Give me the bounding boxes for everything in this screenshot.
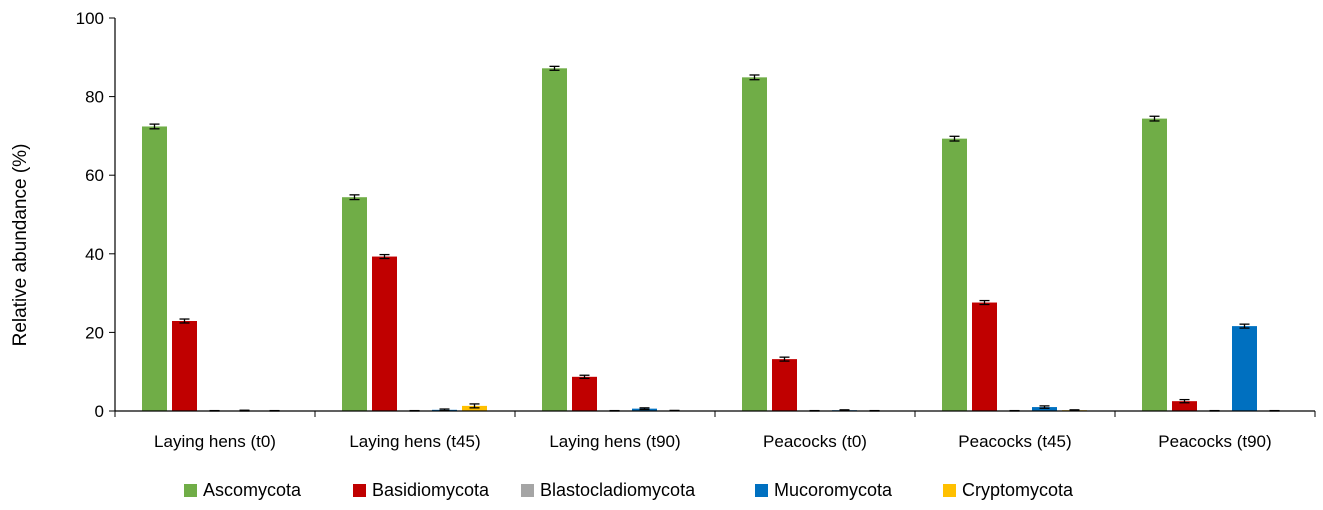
- y-axis-title: Relative abundance (%): [10, 144, 31, 347]
- x-tick-label: Peacocks (t0): [763, 432, 867, 451]
- legend-label: Blastocladiomycota: [540, 480, 696, 500]
- error-bar: [579, 374, 590, 380]
- legend-label: Cryptomycota: [962, 480, 1074, 500]
- bar-ascomycota: [142, 126, 167, 411]
- bar-basidiomycota: [572, 376, 597, 411]
- legend-item-cryptomycota: Cryptomycota: [943, 480, 1074, 500]
- bar-basidiomycota: [772, 359, 797, 411]
- bar-ascomycota: [942, 138, 967, 411]
- error-bar: [749, 74, 760, 81]
- legend-swatch: [943, 484, 956, 497]
- legend: Ascomycota Basidiomycota Blastocladiomycot…: [184, 480, 1074, 500]
- y-axis-ticks: 0 20 40 60 80 100: [76, 9, 115, 421]
- x-tick-label: Laying hens (t45): [349, 432, 480, 451]
- legend-swatch: [353, 484, 366, 497]
- legend-item-ascomycota: Ascomycota: [184, 480, 302, 500]
- error-bar: [1039, 405, 1050, 409]
- bar-basidiomycota: [372, 256, 397, 411]
- error-bar: [1179, 398, 1190, 404]
- error-bar: [349, 194, 360, 201]
- y-tick-label: 0: [95, 402, 104, 421]
- legend-item-blastocladiomycota: Blastocladiomycota: [521, 480, 696, 500]
- error-bar: [1149, 115, 1160, 122]
- legend-swatch: [521, 484, 534, 497]
- bar-basidiomycota: [172, 321, 197, 411]
- bar-basidiomycota: [972, 302, 997, 411]
- bar-mucoromycota: [1232, 326, 1257, 411]
- bar-ascomycota: [542, 68, 567, 411]
- x-tick-label: Peacocks (t45): [958, 432, 1071, 451]
- error-bar: [149, 123, 160, 130]
- bar-series: [142, 65, 1287, 412]
- error-bar: [1239, 323, 1250, 329]
- x-tick-label: Laying hens (t0): [154, 432, 276, 451]
- y-tick-label: 60: [85, 166, 104, 185]
- error-bar: [469, 403, 480, 409]
- x-tick-label: Laying hens (t90): [549, 432, 680, 451]
- error-bar: [549, 65, 560, 71]
- axes: [114, 18, 1316, 417]
- bar-ascomycota: [342, 197, 367, 411]
- error-bar: [979, 299, 990, 306]
- y-tick-label: 20: [85, 323, 104, 342]
- y-tick-label: 40: [85, 245, 104, 264]
- y-tick-label: 100: [76, 9, 104, 28]
- legend-item-basidiomycota: Basidiomycota: [353, 480, 490, 500]
- bar-ascomycota: [1142, 118, 1167, 411]
- legend-label: Ascomycota: [203, 480, 302, 500]
- legend-label: Basidiomycota: [372, 480, 490, 500]
- error-bar: [179, 318, 190, 324]
- x-tick-label: Peacocks (t90): [1158, 432, 1271, 451]
- y-tick-label: 80: [85, 88, 104, 107]
- legend-swatch: [184, 484, 197, 497]
- legend-swatch: [755, 484, 768, 497]
- bar-mucoromycota: [1032, 407, 1057, 411]
- legend-label: Mucoromycota: [774, 480, 893, 500]
- category-labels: Laying hens (t0) Laying hens (t45) Laying …: [154, 432, 1272, 451]
- error-bar: [439, 408, 450, 412]
- bar-ascomycota: [742, 77, 767, 411]
- legend-item-mucoromycota: Mucoromycota: [755, 480, 893, 500]
- error-bar: [639, 407, 650, 411]
- error-bar: [379, 253, 390, 260]
- error-bar: [779, 356, 790, 362]
- bar-basidiomycota: [1172, 401, 1197, 411]
- error-bar: [949, 135, 960, 142]
